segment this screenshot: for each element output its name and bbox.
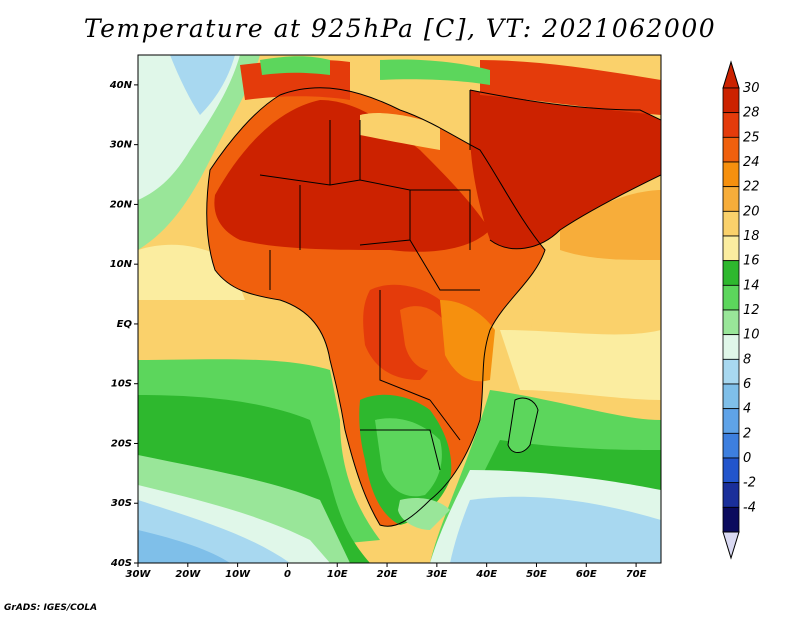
latitude-axis: 40N 30N 20N 10N EQ 10S 20S 30S 40S — [109, 80, 138, 569]
colorbar-label: 18 — [743, 229, 760, 244]
lat-tick-label: 30N — [110, 140, 133, 151]
colorbar-label: 22 — [743, 180, 760, 195]
colorbar-swatch — [722, 210, 740, 237]
colorbar-swatch — [722, 408, 740, 434]
colorbar-swatch — [722, 358, 740, 385]
colorbar-label: 12 — [743, 303, 760, 318]
coastline-borders — [206, 87, 661, 527]
colorbar-bottom-arrow — [722, 531, 740, 560]
colorbar-swatch — [722, 432, 740, 459]
colorbar-swatch — [722, 383, 740, 410]
lat-tick-label: 40S — [110, 558, 132, 569]
colorbar-swatch — [722, 136, 740, 163]
grads-credit: GrADS: IGES/COLA — [4, 603, 98, 613]
lat-tick-label: 20S — [111, 438, 132, 449]
lat-tick-label: 40N — [109, 80, 133, 91]
colorbar-swatch — [722, 186, 740, 212]
colorbar-label: 14 — [743, 278, 760, 293]
colorbar-label: 20 — [743, 204, 760, 219]
lat-tick-label: EQ — [117, 319, 133, 330]
colorbar-swatch — [722, 457, 740, 484]
colorbar-label: 25 — [743, 130, 760, 145]
colorbar-label: 28 — [743, 106, 760, 121]
colorbar-top-arrow — [722, 60, 740, 89]
colorbar-swatch — [722, 284, 740, 311]
colorbar-label: -4 — [743, 500, 756, 515]
colorbar-swatch — [722, 112, 740, 138]
colorbar-swatch — [722, 260, 740, 286]
lon-tick-label: 40E — [475, 569, 497, 580]
colorbar-swatch — [722, 235, 740, 262]
lon-tick-label: 10E — [327, 569, 348, 580]
colorbar-label: 6 — [743, 377, 751, 392]
lon-tick-label: 30E — [426, 569, 447, 580]
colorbar-label: 10 — [743, 328, 760, 343]
colorbar-swatch — [722, 309, 740, 336]
lon-tick-label: 10W — [225, 569, 251, 580]
colorbar-label: 8 — [743, 352, 751, 367]
longitude-axis: 30W 20W 10W 0 10E 20E 30E 40E 50E 60E 70E — [126, 563, 647, 580]
colorbar-label: 0 — [743, 451, 751, 466]
lat-tick-label: 20N — [110, 199, 133, 210]
lat-tick-label: 10N — [110, 259, 133, 270]
temperature-field — [138, 55, 661, 563]
colorbar-label: 4 — [743, 402, 751, 417]
lon-tick-label: 70E — [626, 569, 647, 580]
colorbar-swatch — [722, 161, 740, 188]
lon-tick-label: 0 — [284, 569, 291, 580]
lon-tick-label: 20W — [175, 569, 201, 580]
colorbar-label: -2 — [743, 476, 756, 491]
colorbar-label: 30 — [743, 81, 760, 96]
lon-tick-label: 30W — [126, 569, 152, 580]
chart-title: Temperature at 925hPa [C], VT: 202106200… — [83, 14, 717, 43]
colorbar-label: 2 — [743, 426, 751, 441]
lon-tick-label: 60E — [576, 569, 597, 580]
map-frame — [137, 54, 662, 564]
colorbar-swatch — [722, 334, 740, 360]
colorbar-swatch — [722, 506, 740, 533]
lon-tick-label: 50E — [526, 569, 547, 580]
lon-tick-label: 20E — [377, 569, 398, 580]
colorbar-swatch — [722, 87, 740, 114]
colorbar-label: 24 — [743, 155, 760, 170]
colorbar-swatch — [722, 482, 740, 508]
lat-tick-label: 30S — [111, 498, 132, 509]
lat-tick-label: 10S — [111, 379, 132, 390]
colorbar-label: 16 — [743, 254, 760, 269]
